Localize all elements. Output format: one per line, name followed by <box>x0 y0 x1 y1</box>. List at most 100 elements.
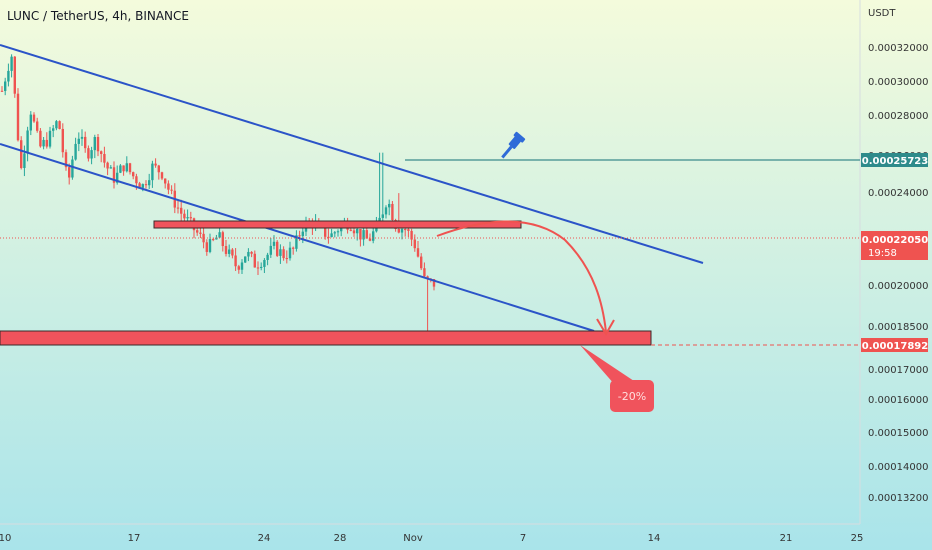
candle-body <box>180 207 183 214</box>
candle-body <box>240 262 244 270</box>
candle-body <box>122 165 125 172</box>
candle-body <box>42 139 45 147</box>
candle-body <box>228 249 231 254</box>
y-tick-label: 0.00030000 <box>868 77 928 88</box>
gavel-icon[interactable] <box>498 131 526 161</box>
candle-body <box>404 229 407 231</box>
candle-body <box>378 217 381 222</box>
candle-body <box>116 172 119 183</box>
candle-body <box>420 256 423 269</box>
candle-body <box>266 254 269 260</box>
y-tick-label: 0.00017000 <box>868 365 928 376</box>
candle-body <box>55 121 58 129</box>
candle-body <box>298 235 301 237</box>
candle-body <box>93 136 96 151</box>
candle-body <box>64 152 68 168</box>
x-tick-label: 28 <box>334 533 347 544</box>
candle-body <box>221 232 224 247</box>
x-axis[interactable]: 10 17 24 28 Nov 7 14 21 25 <box>0 533 863 544</box>
x-tick-label: 17 <box>128 533 141 544</box>
candle-body <box>196 230 199 233</box>
candle-body <box>119 165 122 173</box>
candle-body <box>330 233 333 237</box>
candle-body <box>288 247 292 259</box>
candle-body <box>333 232 336 234</box>
candle-body <box>45 139 48 147</box>
candle-body <box>218 232 221 238</box>
candle-body <box>269 245 272 255</box>
candle-body <box>336 231 340 233</box>
candle-body <box>205 242 208 252</box>
annotation-callout-pointer <box>580 345 640 385</box>
candle-body <box>13 56 16 94</box>
x-tick-label: 10 <box>0 533 11 544</box>
candle-body <box>247 251 250 257</box>
candle-body <box>208 239 212 252</box>
candle-body <box>224 246 228 254</box>
candle-body <box>48 130 52 147</box>
candle-body <box>301 231 304 237</box>
candle-body <box>260 266 263 268</box>
candle-body <box>237 266 240 270</box>
candle-body <box>20 140 23 168</box>
candle-body <box>80 136 84 139</box>
y-tick-label: 0.00015000 <box>868 428 928 439</box>
candle-body <box>215 237 218 240</box>
candle-body <box>10 56 13 71</box>
candle-body <box>39 130 42 147</box>
candle-body <box>327 236 330 238</box>
target-zone[interactable] <box>0 330 652 346</box>
price-label-horizontal: 0.00025723 <box>861 153 928 167</box>
candle-body <box>144 184 148 186</box>
candle-body <box>272 241 276 246</box>
candle-body <box>250 251 253 254</box>
candle-body <box>0 90 4 92</box>
candle-body <box>112 167 116 183</box>
candle-body <box>362 230 365 240</box>
candle-body <box>170 189 173 191</box>
candle-body <box>176 207 180 209</box>
candle-body <box>7 70 10 82</box>
candle-body <box>372 231 375 241</box>
y-tick-label: 0.00020000 <box>868 281 928 292</box>
candle-body <box>397 228 400 233</box>
candle-body <box>96 136 100 152</box>
y-tick-label: 0.00032000 <box>868 43 928 54</box>
annotation-text: -20% <box>618 390 646 403</box>
projection-arrow[interactable] <box>436 220 607 333</box>
price-label-current-countdown: 19:58 <box>868 248 897 259</box>
price-label-target-text: 0.00017892 <box>862 341 928 352</box>
candle-body <box>231 249 234 256</box>
y-tick-label: 0.00018500 <box>868 322 928 333</box>
candle-body <box>391 203 394 221</box>
candle-body <box>365 230 368 239</box>
y-tick-label: 0.00013200 <box>868 493 928 504</box>
candle-body <box>29 114 32 131</box>
candle-body <box>388 203 391 208</box>
candle-body <box>368 238 372 241</box>
candle-body <box>74 143 77 160</box>
candle-body <box>167 183 170 190</box>
projection-arrowhead <box>596 318 615 336</box>
candle-body <box>384 207 388 215</box>
candle-body <box>61 128 64 153</box>
candle-body <box>276 241 279 256</box>
candle-body <box>160 172 164 179</box>
channel-upper-line[interactable] <box>0 44 704 264</box>
candle-body <box>352 230 356 234</box>
candle-body <box>23 153 26 168</box>
x-tick-label: 14 <box>648 533 661 544</box>
y-tick-label: 0.00024000 <box>868 188 928 199</box>
annotation-callout[interactable] <box>610 380 654 412</box>
candle-body <box>157 165 160 173</box>
candle-body <box>4 81 7 91</box>
support-zone[interactable] <box>153 220 522 229</box>
candle-body <box>423 268 426 277</box>
candle-body <box>189 217 192 219</box>
candle-body <box>349 229 352 231</box>
candle-body <box>416 248 420 257</box>
chart-title: LUNC / TetherUS, 4h, BINANCE <box>7 9 189 23</box>
